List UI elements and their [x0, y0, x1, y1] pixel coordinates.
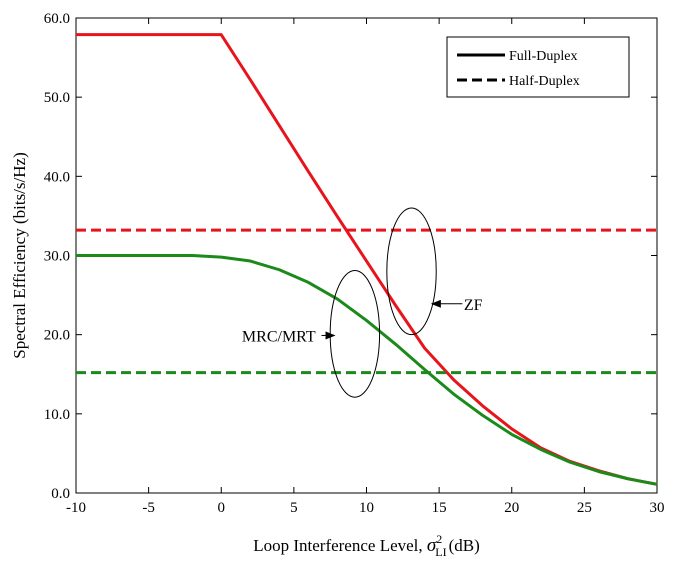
x-tick-label: 25 — [577, 500, 592, 516]
x-tick-label: 15 — [432, 500, 447, 516]
y-tick-label: 30.0 — [44, 249, 70, 265]
annotation-ellipse-zf — [386, 207, 437, 336]
y-tick-label: 60.0 — [44, 11, 70, 27]
legend-label: Full-Duplex — [509, 49, 577, 64]
x-tick-label: 5 — [290, 500, 298, 516]
plot-area: -10 -5 0 5 10 15 20 25 30 0.0 10.0 20.0 30.0 40.0 50.0… — [10, 11, 665, 559]
y-tick-label: 20.0 — [44, 328, 70, 344]
series-line-zf_fd — [76, 33, 658, 486]
x-tick-label: -5 — [142, 500, 155, 516]
x-tick-label: 20 — [504, 500, 519, 516]
annotation-label-zf: ZF — [464, 297, 483, 314]
x-tick-label: 30 — [650, 500, 665, 516]
x-tick-label: -10 — [66, 500, 86, 516]
x-axis-label: Loop Interference Level, σ2 LI (dB) — [253, 532, 480, 559]
legend-box — [446, 36, 630, 98]
y-tick-label: 40.0 — [44, 169, 70, 185]
annotation-ellipse-mrc — [329, 270, 381, 398]
y-tick-label: 50.0 — [44, 90, 70, 106]
annotation-label-mrc: MRC/MRT — [242, 328, 316, 345]
y-tick-label: 0.0 — [51, 486, 70, 502]
series-line-mrc_fd — [76, 254, 658, 486]
y-axis-label: Spectral Efficiency (bits/s/Hz) — [10, 152, 29, 358]
x-tick-label: 10 — [359, 500, 374, 516]
y-tick-label: 10.0 — [44, 407, 70, 423]
x-tick-label: 0 — [218, 500, 226, 516]
legend-label: Half-Duplex — [509, 74, 580, 89]
legend: Full-Duplex Half-Duplex — [446, 36, 630, 98]
